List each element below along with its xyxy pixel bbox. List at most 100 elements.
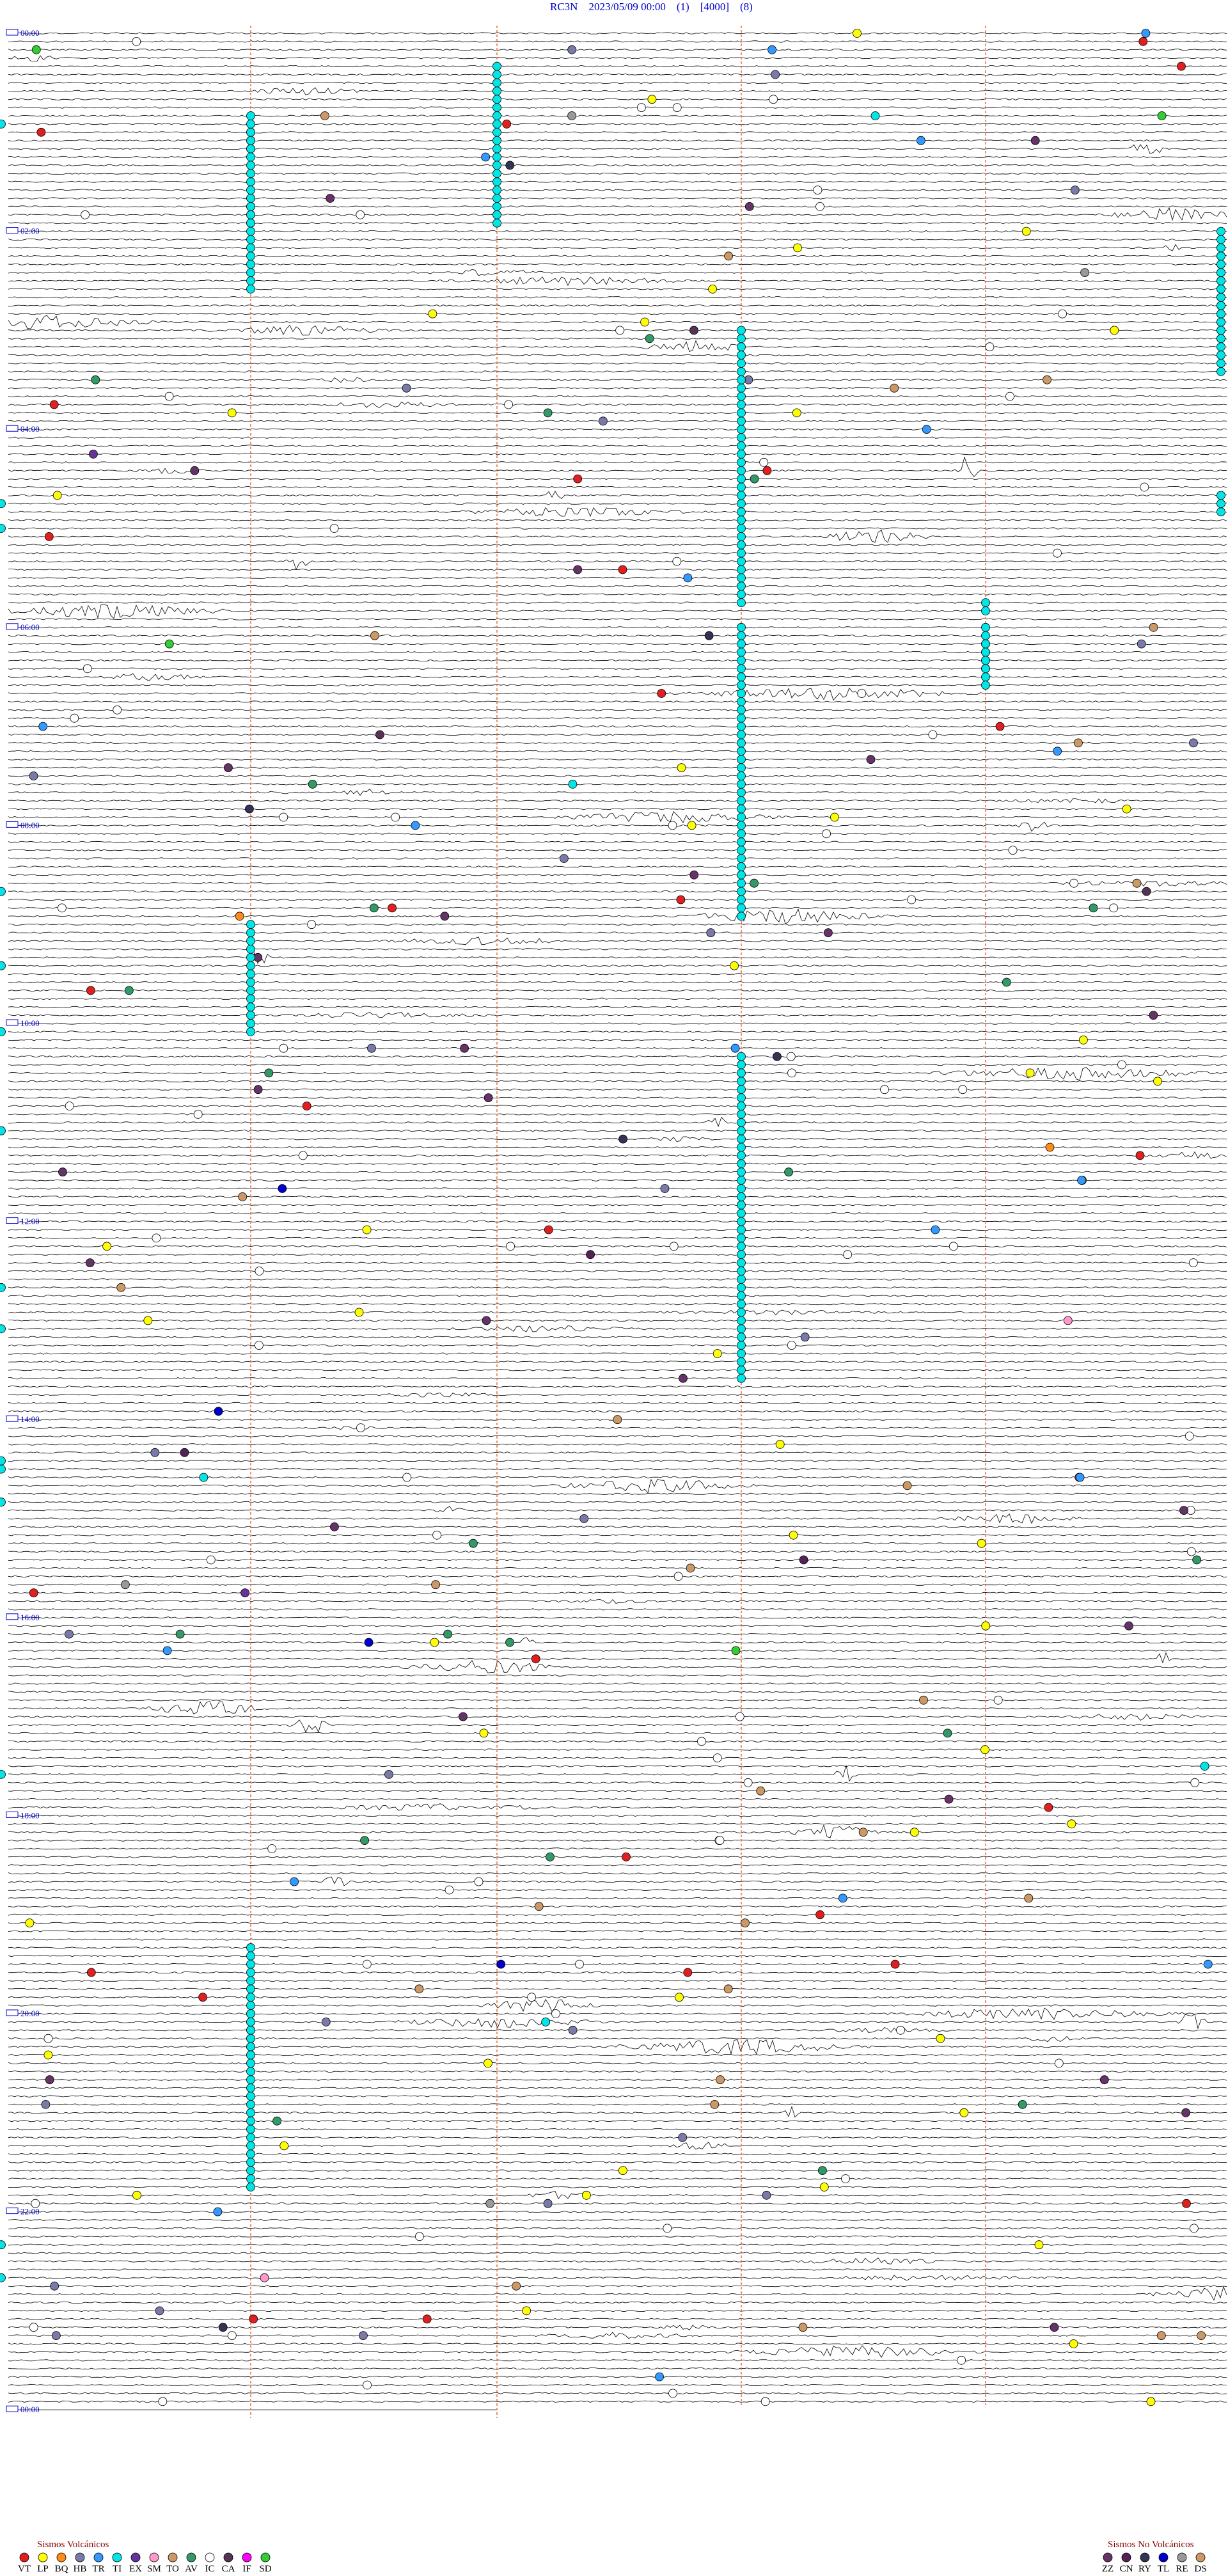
trace	[8, 73, 1227, 76]
trace	[8, 865, 1227, 868]
event-dot	[246, 243, 255, 253]
event-dot	[853, 29, 862, 38]
event-dot	[1021, 226, 1031, 236]
trace	[8, 2301, 1227, 2304]
event-dot	[1188, 1258, 1198, 1267]
event-dot	[504, 400, 513, 409]
event-dot	[737, 359, 746, 368]
event-dot	[737, 598, 746, 607]
event-dot	[737, 895, 746, 905]
trace	[8, 1196, 1227, 1198]
legend-swatch	[149, 2552, 159, 2563]
legend-code: AV	[185, 2564, 198, 2574]
trace	[8, 1947, 1227, 1949]
event-dot	[737, 771, 746, 780]
event-dot	[116, 1283, 126, 1292]
trace	[8, 2053, 1227, 2057]
event-dot	[743, 1778, 753, 1787]
event-dot	[679, 1373, 688, 1383]
event-dot	[0, 1464, 6, 1474]
trace	[8, 81, 1227, 84]
hour-label: 10:00	[20, 1018, 40, 1028]
trace	[8, 2383, 1227, 2387]
trace	[8, 155, 1227, 159]
event-dot	[762, 2190, 771, 2200]
event-dot	[246, 2034, 255, 2043]
event-dot	[360, 1836, 369, 1845]
trace	[8, 874, 1227, 876]
trace	[8, 849, 1227, 851]
event-dot	[737, 408, 746, 418]
trace	[8, 1864, 1227, 1867]
event-dot	[841, 2174, 850, 2183]
event-dot	[246, 2158, 255, 2167]
trace	[8, 2177, 1227, 2180]
event-dot	[428, 309, 437, 319]
event-dot	[1053, 747, 1062, 756]
event-dot	[492, 103, 501, 113]
event-dot	[25, 1918, 35, 1928]
event-dot	[686, 1563, 695, 1573]
event-dot	[246, 1002, 255, 1012]
trace	[8, 123, 1227, 125]
event-dot	[0, 1497, 6, 1507]
event-dot	[180, 1448, 189, 1457]
legend-swatch	[223, 2552, 233, 2563]
trace	[8, 1963, 1227, 1966]
event-dot	[1025, 1068, 1035, 1078]
legend-swatch	[1103, 2552, 1113, 2563]
event-dot	[492, 194, 501, 203]
event-dot	[1216, 235, 1225, 244]
event-dot	[737, 507, 746, 517]
event-dot	[573, 474, 583, 484]
event-dot	[737, 334, 746, 344]
trace	[8, 965, 1227, 967]
event-dot	[824, 928, 833, 937]
event-dot	[1089, 903, 1098, 913]
event-dot	[618, 2166, 627, 2176]
event-dot	[737, 903, 746, 913]
event-dot	[737, 573, 746, 583]
event-dot	[1216, 491, 1225, 500]
event-dot	[737, 854, 746, 863]
event-dot	[1067, 1819, 1076, 1829]
event-dot	[724, 251, 733, 261]
trace	[8, 725, 1227, 728]
event-dot	[1216, 342, 1225, 352]
trace	[8, 810, 1227, 823]
event-dot	[260, 2273, 269, 2282]
legend-swatch	[38, 2552, 48, 2563]
event-dot	[731, 1646, 741, 1655]
event-dot	[737, 342, 746, 352]
event-dot	[773, 1052, 782, 1061]
event-dot	[175, 1629, 185, 1639]
event-dot	[672, 103, 682, 113]
trace	[8, 65, 1227, 68]
event-dot	[531, 1654, 540, 1664]
event-dot	[789, 1530, 798, 1540]
legend-swatch	[1140, 2552, 1150, 2563]
event-dot	[85, 1258, 95, 1267]
trace	[8, 952, 1227, 965]
event-dot	[88, 450, 98, 459]
event-dot	[474, 1877, 484, 1886]
event-dot	[668, 821, 677, 830]
trace	[8, 1171, 1227, 1173]
trace	[8, 411, 1227, 415]
event-dot	[235, 912, 244, 921]
header-title: RC3N 2023/05/09 00:00 (1) [4000] (8)	[550, 1, 753, 13]
event-dot	[1216, 268, 1225, 278]
trace	[8, 420, 1227, 422]
trace	[8, 1513, 1227, 1524]
event-dot	[1216, 276, 1225, 285]
trace	[8, 207, 1227, 221]
trace	[8, 898, 1227, 901]
event-dot	[669, 1242, 679, 1251]
event-dot	[582, 2190, 591, 2200]
event-dot	[737, 1332, 746, 1342]
event-dot	[246, 2149, 255, 2159]
event-dot	[568, 2025, 578, 2035]
event-dot	[492, 70, 501, 79]
trace	[8, 709, 1227, 711]
event-dot	[1179, 1506, 1188, 1515]
